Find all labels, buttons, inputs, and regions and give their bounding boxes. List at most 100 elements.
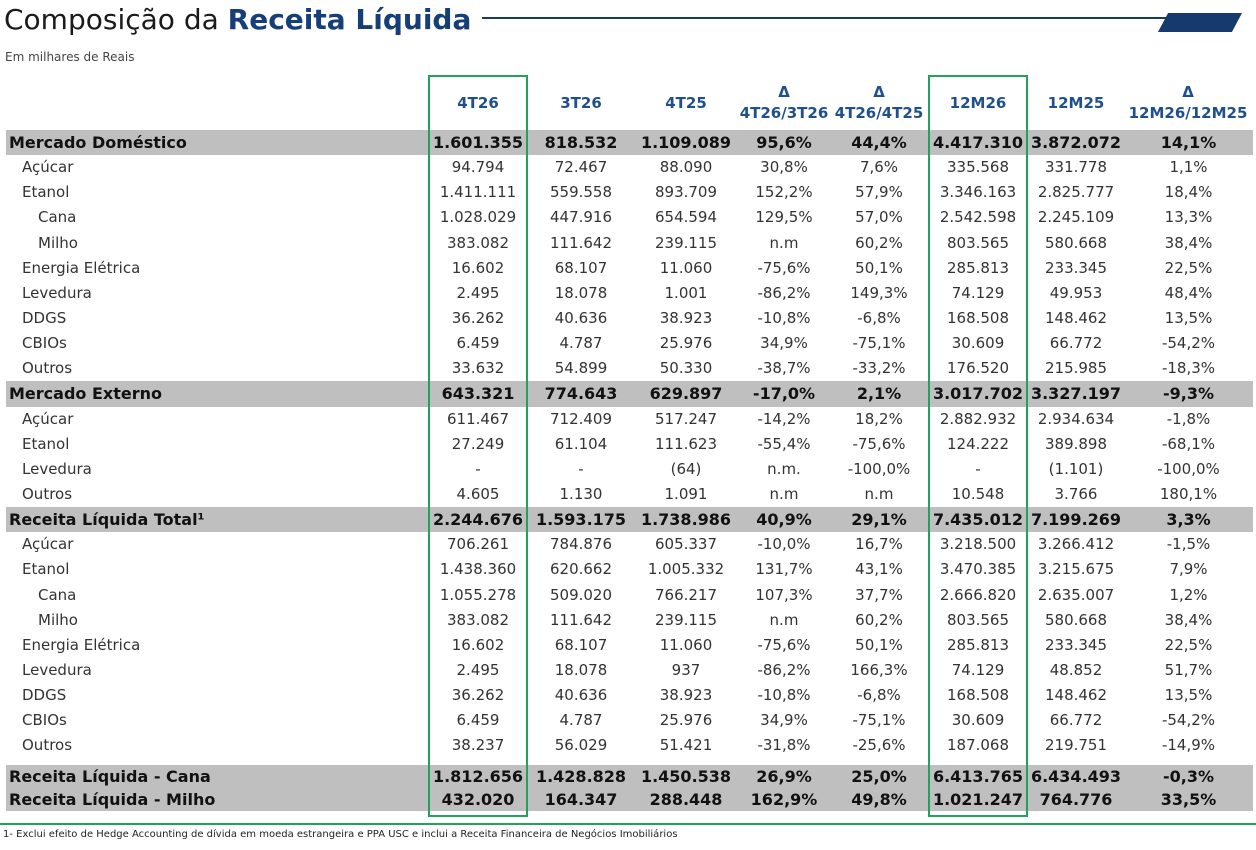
cell: -1,5% xyxy=(1166,535,1211,554)
cell: -6,8% xyxy=(857,309,901,328)
cell: 2,1% xyxy=(830,381,928,407)
cell: -86,2% xyxy=(757,661,811,680)
cell: 66.772 xyxy=(1049,334,1103,353)
row-label: DDGS xyxy=(22,686,67,705)
cell: 629.897 xyxy=(634,381,738,407)
header-12m26: 12M26 xyxy=(949,94,1007,112)
cell: -10,0% xyxy=(757,535,811,554)
cell: n.m xyxy=(864,485,894,504)
cell: 784.876 xyxy=(549,535,613,554)
table-row: DDGS 36.262 40.636 38.923 -10,8% -6,8% 1… xyxy=(6,683,1253,708)
cell: 4.787 xyxy=(559,334,603,353)
cell: 16.602 xyxy=(451,635,505,654)
cell: 1.411.111 xyxy=(439,183,517,202)
cell: n.m xyxy=(769,610,799,629)
cell: 580.668 xyxy=(1044,233,1108,252)
cell: 4.605 xyxy=(456,485,500,504)
cell: -33,2% xyxy=(852,359,906,378)
cell: -38,7% xyxy=(757,359,811,378)
cell: 1.438.360 xyxy=(439,560,517,579)
cell: 94.794 xyxy=(451,158,505,177)
cell: 176.520 xyxy=(946,359,1010,378)
cell: 18.078 xyxy=(554,661,608,680)
row-label: Mercado Externo xyxy=(6,381,428,407)
table-row-total: Receita Líquida - Cana 1.812.656 1.428.8… xyxy=(6,764,1253,788)
cell: 18,2% xyxy=(855,409,903,428)
cell: 643.321 xyxy=(428,381,528,407)
cell: 11.060 xyxy=(659,258,713,277)
cell: 61.104 xyxy=(554,434,608,453)
cell: -14,9% xyxy=(1161,736,1216,755)
row-label: Levedura xyxy=(22,283,92,302)
cell: 1.738.986 xyxy=(634,507,738,533)
cell: 43,1% xyxy=(855,560,903,579)
table-row: CBIOs 6.459 4.787 25.976 34,9% -75,1% 30… xyxy=(6,331,1253,356)
row-label: Energia Elétrica xyxy=(22,258,141,277)
row-label: Milho xyxy=(38,610,78,629)
cell: 36.262 xyxy=(451,309,505,328)
cell: - xyxy=(975,459,981,478)
cell: 1.130 xyxy=(559,485,603,504)
cell: 36.262 xyxy=(451,686,505,705)
header-delta-4t26-3t26: Δ 4T26/3T26 xyxy=(739,83,829,122)
cell: -55,4% xyxy=(757,434,811,453)
cell: -1,8% xyxy=(1166,409,1211,428)
cell: 27.249 xyxy=(451,434,505,453)
cell: 49,8% xyxy=(830,787,928,811)
cell: 48,4% xyxy=(1164,283,1213,302)
table-row: Energia Elétrica 16.602 68.107 11.060 -7… xyxy=(6,256,1253,281)
cell: -68,1% xyxy=(1161,434,1216,453)
cell: -75,1% xyxy=(852,711,906,730)
cell: 3.872.072 xyxy=(1028,130,1124,156)
cell: 111.642 xyxy=(549,233,613,252)
cell: 107,3% xyxy=(755,585,813,604)
table-row: CBIOs 6.459 4.787 25.976 34,9% -75,1% 30… xyxy=(6,708,1253,733)
cell: 148.462 xyxy=(1044,686,1108,705)
cell: 893.709 xyxy=(654,183,718,202)
cell: 219.751 xyxy=(1044,736,1108,755)
cell: 74.129 xyxy=(951,661,1005,680)
header-12m25: 12M25 xyxy=(1047,94,1105,112)
cell: 30.609 xyxy=(951,334,1005,353)
row-label: Mercado Doméstico xyxy=(6,130,428,156)
title-accent-shape xyxy=(1158,13,1242,32)
row-label: Cana xyxy=(38,585,77,604)
row-label: Açúcar xyxy=(22,535,74,554)
cell: 447.916 xyxy=(549,208,613,227)
cell: (64) xyxy=(670,459,702,478)
title-normal: Composição da xyxy=(4,3,219,36)
cell: 3.215.675 xyxy=(1037,560,1115,579)
cell: -75,6% xyxy=(757,258,811,277)
table-row: Açúcar 611.467 712.409 517.247 -14,2% 18… xyxy=(6,407,1253,432)
cell: 3.327.197 xyxy=(1028,381,1124,407)
cell: 30,8% xyxy=(760,158,808,177)
cell: 30.609 xyxy=(951,711,1005,730)
cell: 1.812.656 xyxy=(428,764,528,788)
cell: 13,5% xyxy=(1164,686,1213,705)
cell: 74.129 xyxy=(951,283,1005,302)
table-row: Cana 1.055.278 509.020 766.217 107,3% 37… xyxy=(6,583,1253,608)
cell: 124.222 xyxy=(946,434,1010,453)
row-label: CBIOs xyxy=(22,334,67,353)
header-delta-12m26-12m25: Δ 12M26/12M25 xyxy=(1124,82,1252,124)
table-row: Outros 33.632 54.899 50.330 -38,7% -33,2… xyxy=(6,356,1253,381)
cell: 7,9% xyxy=(1169,560,1208,579)
row-label: Levedura xyxy=(22,661,92,680)
delta-symbol: Δ xyxy=(1182,83,1194,101)
cell: 774.643 xyxy=(528,381,634,407)
cell: n.m xyxy=(769,485,799,504)
cell: 215.985 xyxy=(1044,359,1108,378)
table-row: Milho 383.082 111.642 239.115 n.m 60,2% … xyxy=(6,608,1253,633)
row-label: Etanol xyxy=(22,560,70,579)
delta-symbol: Δ xyxy=(778,83,790,101)
cell: -54,2% xyxy=(1161,334,1216,353)
cell: 88.090 xyxy=(659,158,713,177)
cell: 3.766 xyxy=(1054,485,1098,504)
cell: 1,2% xyxy=(1169,585,1208,604)
row-label: Receita Líquida - Milho xyxy=(6,787,428,811)
cell: 131,7% xyxy=(755,560,813,579)
cell: 25.976 xyxy=(659,334,713,353)
cell: 34,9% xyxy=(760,711,808,730)
cell: 51.421 xyxy=(659,736,713,755)
cell: -86,2% xyxy=(757,283,811,302)
